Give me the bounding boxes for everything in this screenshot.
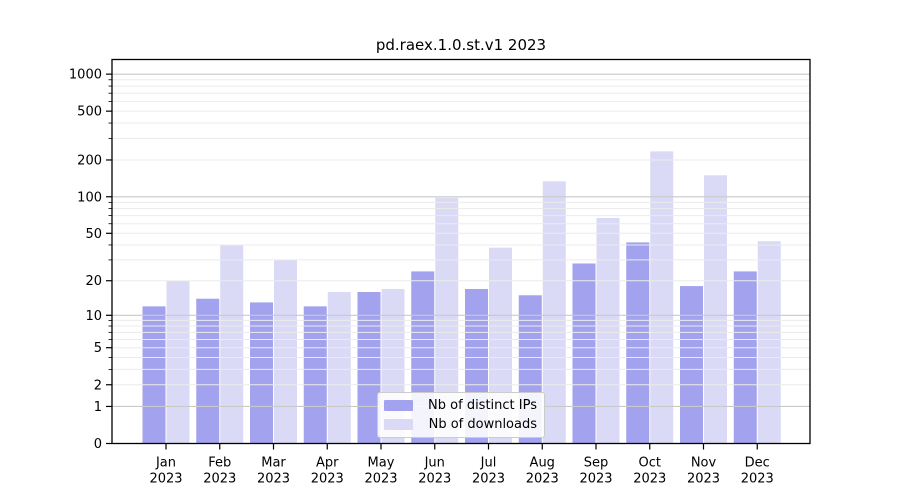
legend-label-downloads: Nb of downloads [428,417,537,433]
legend-item-distinct-ips: Nb of distinct IPs [384,396,537,415]
y-tick-label-20: 20 [85,274,102,289]
bar-nb-of-distinct-ips-mar [250,302,273,444]
x-tick-label-oct: Oct 2023 [633,456,666,487]
y-tick-label-5: 5 [94,341,102,356]
bar-nb-of-downloads-mar [274,259,297,444]
x-tick-label-jun: Jun 2023 [418,456,451,487]
plot-border [111,58,811,445]
y-tick-label-200: 200 [77,153,102,168]
legend-label-distinct-ips: Nb of distinct IPs [428,397,537,413]
y-tick-label-100: 100 [77,190,102,205]
bar-nb-of-downloads-jan [166,280,190,444]
bar-nb-of-downloads-feb [220,244,244,444]
x-tick-label-apr: Apr 2023 [311,456,344,487]
legend-item-downloads: Nb of downloads [384,415,537,434]
x-tick-label-mar: Mar 2023 [257,456,290,487]
bar-nb-of-distinct-ips-may [357,292,381,444]
y-tick-label-500: 500 [77,105,102,120]
y-tick-label-2: 2 [94,378,102,393]
bar-nb-of-downloads-dec [757,241,781,444]
legend-swatch-distinct-ips [384,399,413,411]
x-tick-label-sep: Sep 2023 [579,456,612,487]
x-tick-label-dec: Dec 2023 [741,456,774,487]
chart-title: pd.raex.1.0.st.v1 2023 [375,36,547,54]
bar-nb-of-downloads-apr [327,292,351,444]
y-tick-label-1000: 1000 [69,68,102,83]
legend-swatch-downloads [384,419,413,431]
bar-nb-of-distinct-ips-jan [142,306,166,444]
bar-nb-of-downloads-sep [596,217,620,444]
x-tick-label-feb: Feb 2023 [203,456,236,487]
x-tick-label-jan: Jan 2023 [149,456,182,487]
y-tick-label-1: 1 [94,400,102,415]
bar-nb-of-distinct-ips-oct [626,242,650,444]
bar-nb-of-distinct-ips-nov [680,286,703,444]
bar-nb-of-downloads-oct [650,151,674,444]
bar-nb-of-downloads-aug [542,181,566,444]
y-tick-label-50: 50 [85,227,102,242]
x-tick-label-may: May 2023 [364,456,397,487]
y-tick-label-0: 0 [94,437,102,452]
x-tick-label-jul: Jul 2023 [472,456,505,487]
x-tick-label-nov: Nov 2023 [687,456,720,487]
bar-nb-of-distinct-ips-sep [572,263,596,444]
bar-nb-of-distinct-ips-feb [196,298,220,444]
x-tick-label-aug: Aug 2023 [526,456,559,487]
bar-nb-of-distinct-ips-apr [303,306,327,444]
bar-nb-of-downloads-nov [704,175,727,444]
legend: Nb of distinct IPs Nb of downloads [377,392,545,438]
y-tick-label-10: 10 [85,309,102,324]
